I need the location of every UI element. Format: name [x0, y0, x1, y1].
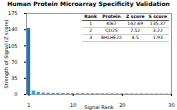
svg-text:175: 175: [8, 10, 18, 16]
html-text:Protein: Protein: [102, 14, 121, 19]
html-text:KI67: KI67: [106, 21, 117, 26]
svg-text:35: 35: [11, 75, 17, 81]
svg-text:Strength of Signal (Z score): Strength of Signal (Z score): [3, 19, 10, 88]
html-text:1: 1: [89, 21, 93, 26]
html-text:7.52: 7.52: [130, 28, 141, 33]
html-text:S score: S score: [148, 14, 167, 19]
html-text:142.69: 142.69: [127, 21, 144, 26]
html-text:CD25: CD25: [105, 28, 118, 33]
html-text:1.93: 1.93: [152, 35, 163, 40]
svg-text:1: 1: [27, 102, 30, 108]
svg-text:10: 10: [70, 102, 76, 108]
svg-text:0: 0: [14, 91, 17, 97]
svg-text:105: 105: [8, 43, 18, 49]
html-text:Rank: Rank: [84, 14, 97, 19]
html-text:2: 2: [89, 28, 93, 33]
html-text:4.5: 4.5: [131, 35, 139, 40]
html-text:3: 3: [89, 35, 93, 40]
html-text:Z score: Z score: [125, 14, 145, 19]
html-text:3.22: 3.22: [152, 28, 163, 33]
html-text:135.37: 135.37: [149, 21, 166, 26]
svg-text:140: 140: [8, 26, 18, 32]
html-text:BHLHE22: BHLHE22: [101, 35, 122, 40]
svg-text:30: 30: [168, 102, 174, 108]
svg-text:Signal Rank: Signal Rank: [84, 104, 114, 110]
html-text:Human Protein Microarray Speci: Human Protein Microarray Specificity Val…: [7, 0, 170, 7]
svg-text:20: 20: [119, 102, 125, 108]
svg-text:70: 70: [11, 59, 17, 65]
